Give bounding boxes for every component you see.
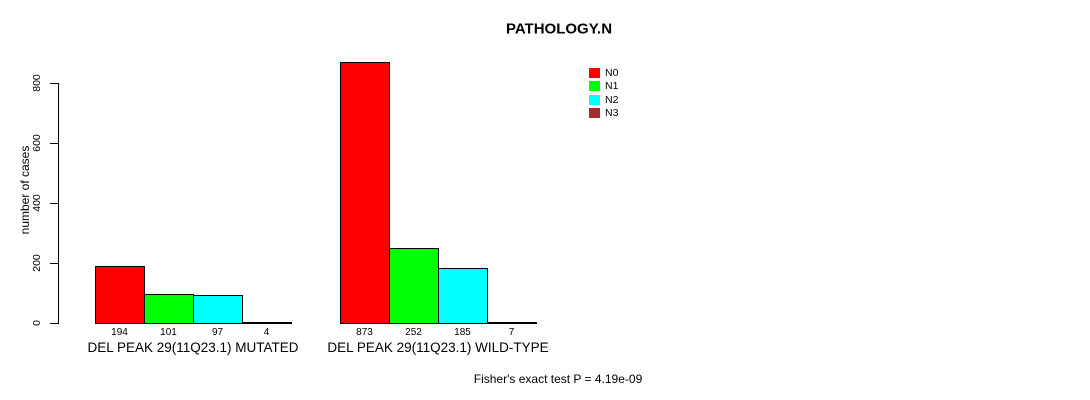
y-axis-tick-label: 400 <box>31 194 43 212</box>
legend-label: N0 <box>605 66 619 79</box>
legend-entry-n0: N0 <box>589 66 619 79</box>
bar-n0-group1 <box>95 266 145 324</box>
y-axis-tick-label: 0 <box>31 320 43 326</box>
y-axis-tick <box>50 203 58 204</box>
legend-swatch-icon <box>589 67 600 78</box>
y-axis-tick <box>50 83 58 84</box>
legend-entry-n2: N2 <box>589 93 619 106</box>
bar-value-label: 101 <box>160 327 177 338</box>
bar-value-label: 873 <box>356 327 373 338</box>
bar-n0-group2 <box>340 62 390 324</box>
legend-label: N1 <box>605 79 619 92</box>
bar-value-label: 7 <box>508 327 515 338</box>
group-label-2: DEL PEAK 29(11Q23.1) WILD-TYPE <box>327 340 549 355</box>
y-axis-tick-label: 200 <box>31 254 43 272</box>
legend-swatch-icon <box>589 80 600 91</box>
bar-n3-group2 <box>487 322 537 324</box>
bar-n3-group1 <box>242 322 292 324</box>
bar-value-label: 185 <box>454 327 471 338</box>
y-axis-tick <box>50 143 58 144</box>
bar-n2-group2 <box>438 268 488 324</box>
legend-entry-n1: N1 <box>589 79 619 92</box>
bar-value-label: 252 <box>405 327 422 338</box>
y-axis-line <box>58 83 59 324</box>
fisher-test-annotation: Fisher's exact test P = 4.19e-09 <box>473 372 643 386</box>
bar-value-label: 4 <box>263 327 270 338</box>
bar-n1-group1 <box>144 294 194 324</box>
legend-swatch-icon <box>589 107 600 118</box>
legend-swatch-icon <box>589 94 600 105</box>
y-axis-tick-label: 800 <box>31 74 43 92</box>
legend-label: N3 <box>605 106 619 119</box>
legend-entry-n3: N3 <box>589 106 619 119</box>
y-axis-label: number of cases <box>18 145 32 235</box>
bar-n1-group2 <box>389 248 439 324</box>
bar-n2-group1 <box>193 295 243 324</box>
chart-title: PATHOLOGY.N <box>505 20 613 38</box>
bar-value-label: 194 <box>111 327 128 338</box>
bar-value-label: 97 <box>211 327 224 338</box>
legend-label: N2 <box>605 93 619 106</box>
group-label-1: DEL PEAK 29(11Q23.1) MUTATED <box>87 340 299 355</box>
y-axis-tick <box>50 323 58 324</box>
y-axis-tick <box>50 263 58 264</box>
y-axis-tick-label: 600 <box>31 134 43 152</box>
